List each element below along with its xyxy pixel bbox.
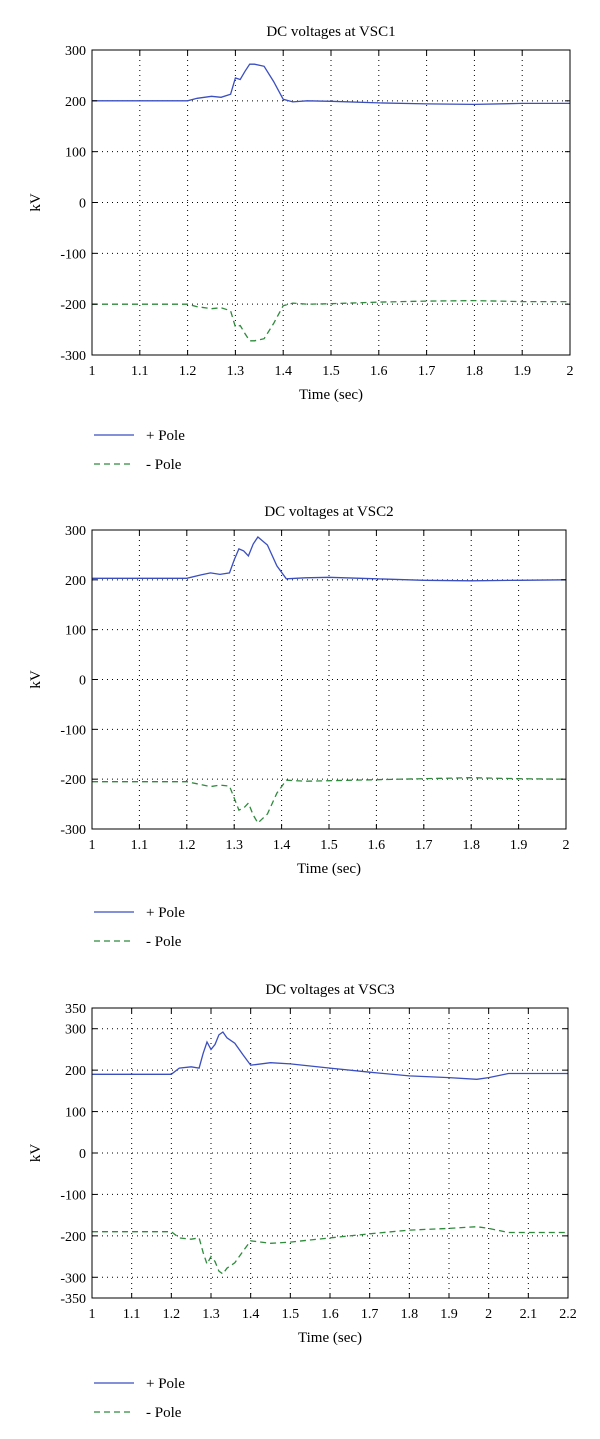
x-tick-label: 1.7	[418, 364, 436, 379]
x-tick-label: 1.9	[510, 838, 528, 853]
y-tick-label: -200	[60, 773, 86, 788]
y-axis-label: kV	[28, 670, 44, 689]
x-tick-label: 2.1	[520, 1307, 538, 1322]
x-tick-label: 1.2	[163, 1307, 181, 1322]
y-tick-label: 100	[65, 624, 86, 639]
x-tick-label: 1	[89, 1307, 96, 1322]
x-tick-label: 1.3	[227, 364, 245, 379]
x-tick-label: 1.1	[123, 1307, 141, 1322]
x-tick-label: 1.6	[321, 1307, 339, 1322]
x-tick-label: 1.2	[179, 364, 197, 379]
legend-label: + Pole	[146, 428, 185, 444]
y-tick-label: -350	[60, 1292, 86, 1307]
y-tick-label: -100	[60, 1188, 86, 1203]
legend-label: + Pole	[146, 905, 185, 921]
y-tick-label: 300	[65, 1023, 86, 1038]
y-tick-label: -200	[60, 298, 86, 313]
x-tick-label: 1.5	[282, 1307, 300, 1322]
y-tick-label: -100	[60, 723, 86, 738]
chart-3: DC voltages at VSC3 1 1.1 1.2 1.3 1.4 1.5 1.6 1.…	[28, 982, 577, 1421]
y-tick-label: 100	[65, 146, 86, 161]
chart-title: DC voltages at VSC1	[266, 24, 395, 40]
chart-1: DC voltages at VSC1 1 1.1 1.2 1.3 1.4 1.5 1.6 1.…	[28, 24, 574, 473]
chart-title: DC voltages at VSC3	[265, 982, 394, 998]
y-tick-label: 300	[65, 524, 86, 539]
legend-label: - Pole	[146, 457, 182, 473]
y-tick-label: 0	[79, 1147, 86, 1162]
x-tick-label: 1.2	[178, 838, 196, 853]
x-tick-label: 1.8	[401, 1307, 419, 1322]
x-tick-label: 2	[485, 1307, 492, 1322]
x-tick-label: 1.9	[513, 364, 531, 379]
x-tick-label: 1.7	[415, 838, 433, 853]
series-line-plus-pole	[92, 536, 567, 582]
x-tick-label: 1.4	[242, 1307, 260, 1322]
y-tick-label: 200	[65, 1064, 86, 1079]
y-tick-label: 200	[65, 574, 86, 589]
x-tick-label: 1.8	[466, 364, 484, 379]
legend-label: - Pole	[146, 934, 182, 950]
x-axis-label: Time (sec)	[299, 387, 363, 403]
y-tick-label: -300	[60, 1271, 86, 1286]
x-tick-label: 1.3	[202, 1307, 220, 1322]
x-tick-label: 1.3	[225, 838, 243, 853]
x-tick-label: 1	[89, 364, 96, 379]
x-tick-label: 1.8	[462, 838, 480, 853]
y-tick-label: 0	[79, 197, 86, 212]
series-line-plus-pole	[92, 63, 570, 106]
x-axis-label: Time (sec)	[297, 861, 361, 877]
y-tick-label: 300	[65, 44, 86, 59]
x-tick-label: 2.2	[559, 1307, 577, 1322]
series-line-plus-pole	[92, 1031, 568, 1080]
x-tick-label: 1	[89, 838, 96, 853]
x-axis-label: Time (sec)	[298, 1330, 362, 1346]
x-tick-label: 1.4	[273, 838, 291, 853]
y-tick-label: 350	[65, 1002, 86, 1017]
legend: + Pole - Pole	[94, 428, 185, 473]
y-tick-label: -100	[60, 247, 86, 262]
y-tick-label: 200	[65, 95, 86, 110]
legend: + Pole - Pole	[94, 905, 185, 950]
x-tick-label: 1.1	[131, 838, 149, 853]
x-tick-label: 1.1	[131, 364, 149, 379]
x-tick-label: 2	[567, 364, 574, 379]
x-tick-label: 1.6	[368, 838, 386, 853]
x-tick-label: 1.9	[440, 1307, 458, 1322]
series-line-minus-pole	[92, 1226, 568, 1275]
legend: + Pole - Pole	[94, 1376, 185, 1421]
x-tick-label: 1.5	[322, 364, 340, 379]
x-tick-label: 1.6	[370, 364, 388, 379]
x-tick-label: 1.7	[361, 1307, 379, 1322]
y-axis-label: kV	[28, 193, 44, 212]
legend-label: + Pole	[146, 1376, 185, 1392]
y-axis-label: kV	[28, 1144, 44, 1163]
x-tick-label: 1.4	[274, 364, 292, 379]
x-tick-label: 1.5	[320, 838, 338, 853]
legend-label: - Pole	[146, 1405, 182, 1421]
y-tick-label: 100	[65, 1106, 86, 1121]
series-line-minus-pole	[92, 777, 567, 825]
chart-title: DC voltages at VSC2	[264, 504, 393, 520]
x-tick-label: 2	[563, 838, 570, 853]
y-tick-label: -200	[60, 1230, 86, 1245]
y-tick-label: -300	[60, 823, 86, 838]
plot-frame	[91, 529, 567, 830]
y-tick-label: 0	[79, 674, 86, 689]
series-line-minus-pole	[92, 299, 570, 342]
chart-2: DC voltages at VSC2 1 1.1 1.2 1.3 1.4 1.5 1.6 1.…	[28, 504, 570, 950]
y-tick-label: -300	[60, 349, 86, 364]
